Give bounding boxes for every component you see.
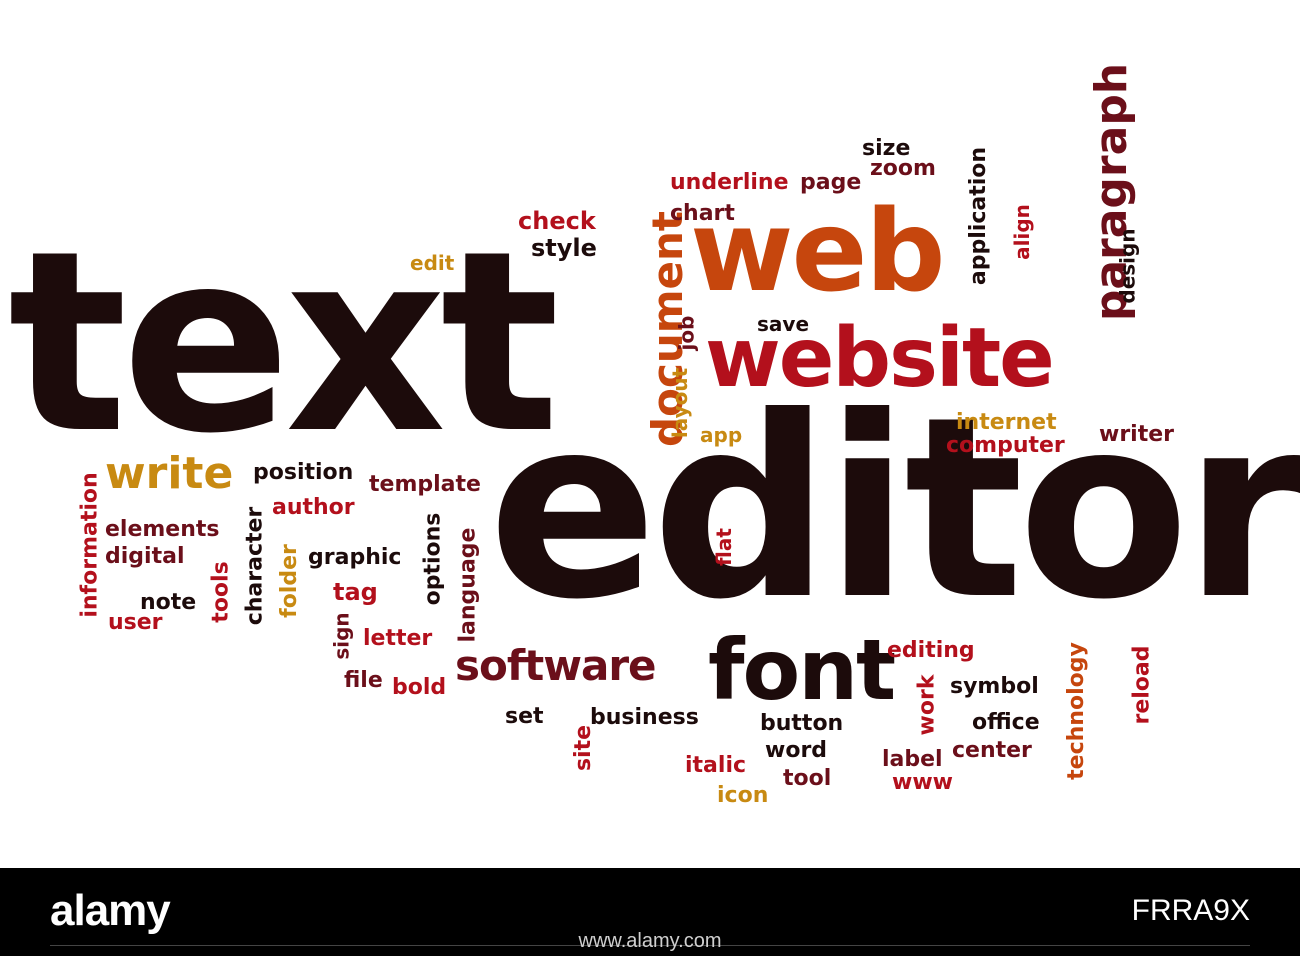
word-author: author [272, 495, 355, 520]
footer-divider [50, 945, 1250, 946]
word-note: note [140, 590, 197, 615]
word-flat: flat [711, 528, 736, 566]
word-website: website [705, 311, 1055, 406]
word-character: character [242, 506, 268, 626]
word-user: user [108, 610, 163, 635]
word-options: options [420, 512, 446, 606]
word-design: design [1115, 228, 1140, 304]
word-page: page [800, 170, 862, 195]
word-editor: editor [488, 363, 1300, 654]
word-file: file [344, 668, 383, 693]
alamy-logo: alamy [50, 886, 171, 935]
word-application: application [966, 146, 992, 286]
word-edit: edit [410, 251, 455, 275]
word-sign: sign [329, 612, 354, 660]
word-text: text [8, 197, 560, 488]
word-set: set [505, 704, 544, 729]
word-internet: internet [956, 410, 1057, 435]
word-graphic: graphic [308, 545, 402, 570]
word-elements: elements [105, 517, 220, 542]
word-cloud: text editor web website paragraph docume… [8, 62, 1300, 808]
word-label: label [882, 747, 943, 772]
word-software: software [455, 641, 657, 690]
word-folder: folder [276, 544, 302, 618]
word-writer: writer [1099, 422, 1175, 447]
word-size: size [862, 136, 911, 161]
word-write: write [105, 448, 234, 499]
word-position: position [253, 460, 354, 485]
word-web: web [690, 187, 946, 317]
word-computer: computer [946, 433, 1065, 458]
word-style: style [531, 234, 597, 262]
word-layout: layout [668, 367, 693, 439]
image-code: FRRA9X [1131, 894, 1250, 927]
word-job: job [674, 315, 699, 351]
word-information: information [77, 472, 103, 618]
word-business: business [590, 705, 699, 730]
word-chart: chart [670, 201, 735, 226]
word-tool: tool [783, 766, 832, 791]
word-icon: icon [717, 783, 769, 808]
word-word: word [765, 738, 828, 763]
stock-photo-footer: alamy FRRA9X www.alamy.com [0, 868, 1300, 956]
word-save: save [757, 312, 810, 336]
word-technology: technology [1063, 642, 1089, 780]
word-letter: letter [363, 626, 433, 651]
word-font: font [708, 621, 896, 719]
word-editing: editing [887, 638, 975, 663]
word-bold: bold [392, 675, 447, 700]
word-button: button [760, 711, 844, 736]
word-center: center [952, 738, 1032, 763]
word-underline: underline [670, 170, 789, 195]
word-app: app [700, 423, 743, 447]
word-zoom: zoom [870, 156, 936, 181]
word-symbol: symbol [950, 674, 1039, 699]
word-italic: italic [685, 753, 747, 778]
word-work: work [914, 674, 940, 736]
word-tools: tools [208, 561, 234, 623]
word-office: office [972, 710, 1040, 735]
word-site: site [571, 724, 597, 772]
word-check: check [518, 207, 596, 235]
word-www: www [892, 770, 953, 795]
word-tag: tag [333, 578, 378, 606]
word-reload: reload [1129, 645, 1155, 725]
word-language: language [455, 527, 481, 643]
word-align: align [1009, 204, 1034, 260]
word-digital: digital [105, 544, 185, 569]
word-template: template [369, 472, 481, 497]
footer-url: www.alamy.com [578, 930, 722, 952]
